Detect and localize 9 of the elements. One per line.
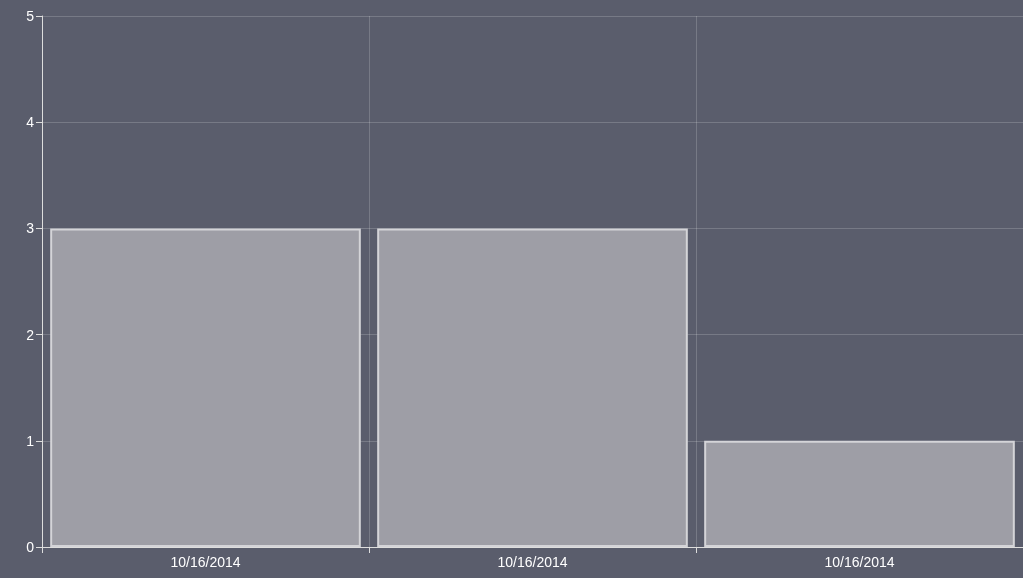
- x-tick-label: 10/16/2014: [170, 554, 241, 570]
- y-tick-label: 0: [26, 539, 35, 555]
- y-tick-label: 4: [26, 114, 35, 131]
- x-tick-label: 10/16/2014: [824, 554, 895, 570]
- y-tick-label: 5: [26, 8, 35, 24]
- y-tick-label: 3: [26, 220, 35, 237]
- y-tick-label: 1: [26, 432, 35, 449]
- x-tick-label: 10/16/2014: [497, 554, 568, 570]
- y-tick-label: 2: [26, 326, 35, 343]
